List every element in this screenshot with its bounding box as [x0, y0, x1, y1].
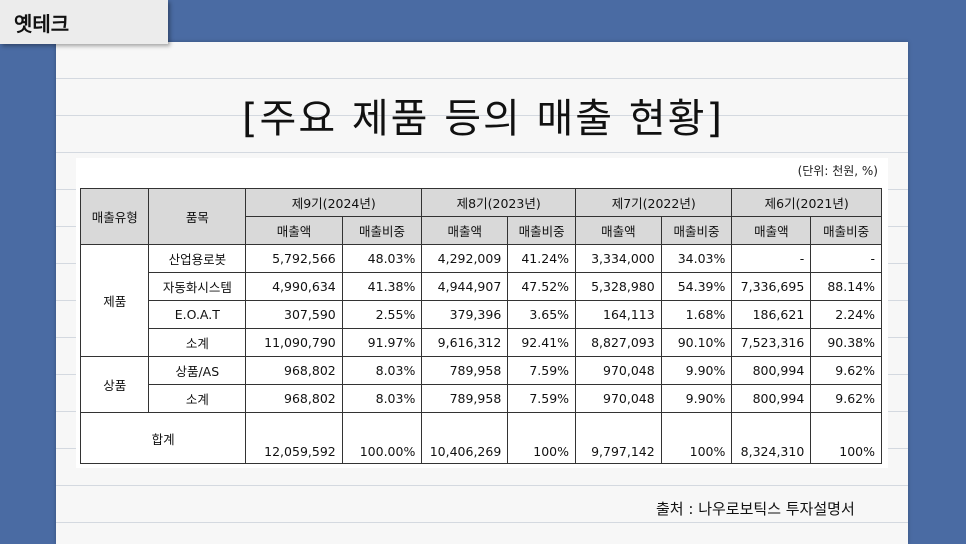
sales-cell: 789,958: [421, 356, 509, 385]
header-period-8: 제8기(2023년): [421, 188, 577, 217]
sales-cell: 970,048: [575, 356, 662, 385]
item-cell: 자동화시스템: [148, 272, 247, 301]
table-row: 제품 산업용로봇 5,792,566 48.03% 4,292,009 41.24% 3,3…: [79, 244, 882, 357]
total-ratio-cell: 100%: [507, 412, 577, 464]
total-ratio-cell: 100%: [660, 412, 733, 464]
sales-table: 매출유형 품목 제9기(2024년) 제8기(2023년) 제7기(2022년)…: [79, 188, 882, 464]
ratio-cell: 2.24%: [810, 300, 882, 329]
ratio-cell: 9.62%: [810, 384, 882, 413]
ratio-cell: 1.68%: [660, 300, 733, 329]
total-sales-cell: 8,324,310: [731, 412, 812, 464]
header-sales: 매출액: [575, 216, 662, 245]
page-title: [주요 제품 등의 매출 현황]: [241, 96, 725, 142]
sales-type-cell: 제품: [79, 244, 150, 357]
header-period-9: 제9기(2024년): [245, 188, 423, 217]
header-sales: 매출액: [421, 216, 509, 245]
sales-cell: 379,396: [421, 300, 509, 329]
ratio-cell: 91.97%: [341, 328, 423, 357]
table-row: 소계 11,090,790 91.97% 9,616,312 92.41% 8,827,0…: [81, 328, 882, 357]
company-tab-label: 옛테크: [14, 11, 70, 36]
ratio-cell: 41.24%: [507, 244, 577, 273]
sales-cell: 7,336,695: [731, 272, 812, 301]
company-tab: 옛테크: [0, 0, 168, 44]
sales-table-card: (단위: 천원, %) 매출유형 품목 제9기(2024년) 제8기(2023년…: [76, 158, 888, 468]
ratio-cell: 92.41%: [507, 328, 577, 357]
item-cell: 소계: [148, 328, 247, 357]
total-ratio-cell: 100%: [810, 412, 882, 464]
sales-cell: 789,958: [421, 384, 509, 413]
header-ratio: 매출비중: [507, 216, 577, 245]
total-ratio-cell: 100.00%: [341, 412, 423, 464]
item-cell: 산업용로봇: [148, 244, 247, 273]
header-ratio: 매출비중: [660, 216, 733, 245]
item-cell: 소계: [148, 384, 247, 413]
item-cell: 상품/AS: [148, 356, 247, 385]
sales-cell: 800,994: [731, 384, 812, 413]
table-body: 제품 산업용로봇 5,792,566 48.03% 4,292,009 41.24% 3,3…: [79, 244, 882, 464]
header-sales: 매출액: [731, 216, 812, 245]
sales-cell: 307,590: [245, 300, 343, 329]
sales-cell: 186,621: [731, 300, 812, 329]
sales-cell: 3,334,000: [575, 244, 662, 273]
total-row: 합계 12,059,592 100.00% 10,406,269 100% 9,797,1…: [79, 412, 882, 464]
sales-cell: 8,827,093: [575, 328, 662, 357]
table-row: 소계 968,802 8.03% 789,958 7.59% 970,048 9.90% 80…: [81, 384, 882, 413]
header-ratio: 매출비중: [810, 216, 882, 245]
header-row-metrics: 매출액 매출비중 매출액 매출비중 매출액 매출비중 매출액 매출비중: [81, 216, 882, 245]
unit-label: (단위: 천원, %): [797, 164, 878, 178]
ratio-cell: 34.03%: [660, 244, 733, 273]
sales-cell: 968,802: [245, 356, 343, 385]
ratio-cell: 41.38%: [341, 272, 423, 301]
total-sales-cell: 9,797,142: [575, 412, 662, 464]
sales-cell: 164,113: [575, 300, 662, 329]
ratio-cell: 9.90%: [660, 384, 733, 413]
sales-cell: 7,523,316: [731, 328, 812, 357]
ratio-cell: 8.03%: [341, 356, 423, 385]
source-note: 출처 : 나우로보틱스 투자설명서: [656, 500, 855, 518]
total-sales-cell: 12,059,592: [245, 412, 343, 464]
table-row: 상품 상품/AS 968,802 8.03% 789,958 7.59% 970,048 9.…: [79, 356, 882, 413]
sales-cell: 9,616,312: [421, 328, 509, 357]
ratio-cell: 7.59%: [507, 384, 577, 413]
header-sales: 매출액: [245, 216, 343, 245]
sales-cell: 4,990,634: [245, 272, 343, 301]
ratio-cell: 3.65%: [507, 300, 577, 329]
sales-type-cell: 상품: [79, 356, 150, 413]
table-row: E.O.A.T 307,590 2.55% 379,396 3.65% 164,113 1.…: [81, 300, 882, 329]
ratio-cell: 54.39%: [660, 272, 733, 301]
sales-cell: 4,292,009: [421, 244, 509, 273]
sales-cell: 5,792,566: [245, 244, 343, 273]
ratio-cell: 8.03%: [341, 384, 423, 413]
header-item: 품목: [148, 188, 247, 245]
ratio-cell: 47.52%: [507, 272, 577, 301]
sales-cell: 5,328,980: [575, 272, 662, 301]
sales-cell: 970,048: [575, 384, 662, 413]
sales-cell: 4,944,907: [421, 272, 509, 301]
ratio-cell: 90.38%: [810, 328, 882, 357]
sales-cell: 800,994: [731, 356, 812, 385]
header-row-periods: 매출유형 품목 제9기(2024년) 제8기(2023년) 제7기(2022년)…: [79, 188, 882, 245]
ratio-cell: 9.90%: [660, 356, 733, 385]
total-sales-cell: 10,406,269: [421, 412, 509, 464]
table-row: 자동화시스템 4,990,634 41.38% 4,944,907 47.52% 5,32…: [81, 272, 882, 301]
ratio-cell: 90.10%: [660, 328, 733, 357]
ratio-cell: 48.03%: [341, 244, 423, 273]
header-ratio: 매출비중: [341, 216, 423, 245]
header-period-7: 제7기(2022년): [575, 188, 733, 217]
total-label-cell: 합계: [79, 412, 247, 464]
header-period-6: 제6기(2021년): [731, 188, 882, 217]
sales-cell: -: [731, 244, 812, 273]
ratio-cell: 2.55%: [341, 300, 423, 329]
item-cell: E.O.A.T: [148, 300, 247, 329]
ratio-cell: -: [810, 244, 882, 273]
ratio-cell: 7.59%: [507, 356, 577, 385]
ratio-cell: 9.62%: [810, 356, 882, 385]
header-sales-type: 매출유형: [79, 188, 150, 245]
sales-cell: 11,090,790: [245, 328, 343, 357]
ratio-cell: 88.14%: [810, 272, 882, 301]
sales-cell: 968,802: [245, 384, 343, 413]
